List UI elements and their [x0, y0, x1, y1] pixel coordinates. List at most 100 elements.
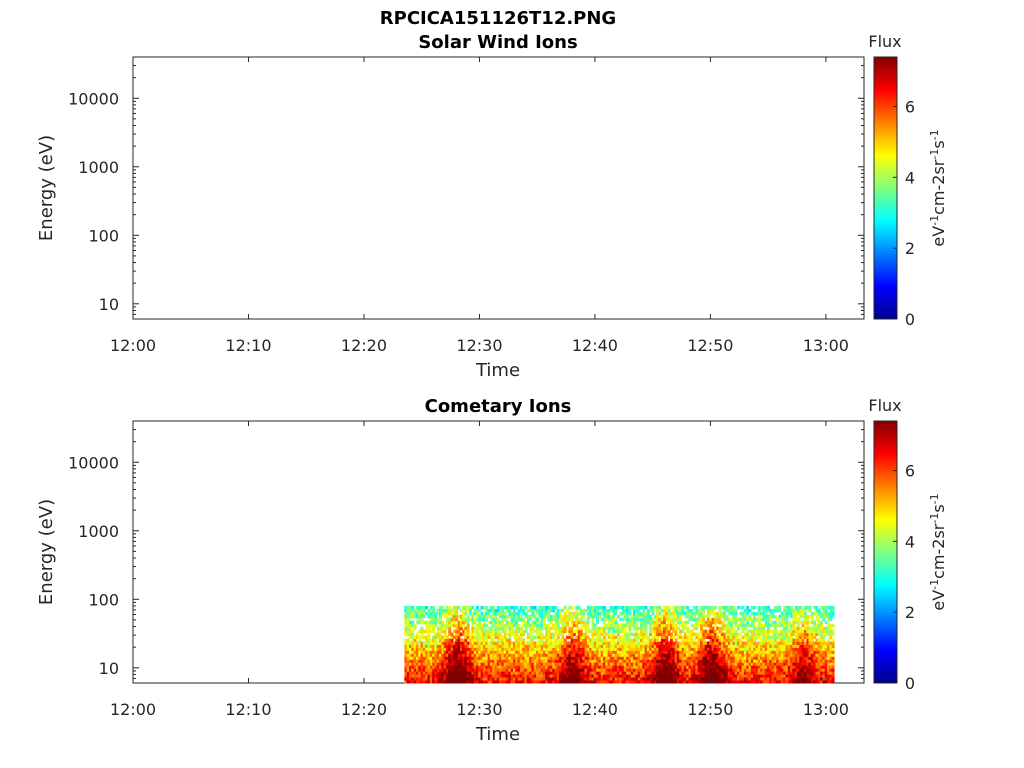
flux-cell [824, 641, 828, 645]
flux-cell [644, 665, 648, 669]
flux-cell [827, 629, 830, 634]
flux-cell [723, 620, 727, 625]
flux-cell [658, 611, 662, 616]
flux-cell [506, 614, 509, 619]
flux-cell [813, 650, 817, 654]
flux-cell [524, 668, 528, 672]
flux-cell [519, 677, 523, 681]
flux-cell [697, 677, 701, 681]
flux-cell [831, 629, 835, 634]
flux-cell [801, 680, 805, 684]
flux-cell [448, 662, 452, 666]
flux-cell [432, 614, 436, 619]
flux-cell [448, 626, 452, 631]
flux-cell [676, 647, 680, 651]
flux-cell [506, 680, 509, 684]
flux-cell [616, 650, 620, 654]
flux-cell [441, 665, 445, 669]
flux-cell [404, 632, 408, 637]
flux-cell [736, 617, 740, 622]
flux-cell [519, 671, 523, 675]
flux-cell [683, 620, 687, 625]
flux-cell [531, 620, 535, 625]
flux-cell [464, 641, 468, 645]
flux-cell [688, 632, 692, 637]
flux-cell [700, 641, 703, 645]
flux-cell [515, 680, 519, 684]
flux-cell [404, 674, 408, 678]
flux-cell [760, 626, 763, 631]
flux-cell [540, 608, 544, 613]
flux-cell [612, 638, 616, 642]
flux-cell [630, 617, 634, 622]
flux-cell [792, 623, 796, 628]
flux-cell [720, 659, 724, 663]
flux-cell [579, 659, 583, 663]
flux-cell [531, 650, 535, 654]
flux-cell [686, 605, 690, 610]
flux-cell [473, 620, 477, 625]
flux-cell [690, 608, 694, 613]
flux-cell [660, 635, 664, 640]
flux-cell [799, 626, 803, 631]
flux-cell [508, 680, 512, 684]
flux-cell [422, 644, 426, 648]
flux-cell [649, 650, 653, 654]
flux-cell [499, 647, 502, 651]
flux-cell [510, 632, 514, 637]
flux-cell [746, 674, 750, 678]
flux-cell [512, 665, 516, 669]
flux-cell [404, 653, 408, 657]
flux-cell [466, 674, 470, 678]
flux-cell [787, 671, 791, 675]
flux-cell [672, 656, 676, 660]
flux-cell [600, 674, 604, 678]
flux-cell [676, 641, 680, 645]
flux-cell [413, 677, 417, 681]
flux-cell [591, 644, 595, 648]
flux-cell [478, 635, 482, 640]
flux-cell [628, 656, 632, 660]
flux-cell [455, 629, 459, 634]
flux-cell [457, 629, 461, 634]
flux-cell [409, 620, 412, 625]
flux-cell [727, 650, 731, 654]
flux-cell [409, 671, 412, 675]
flux-cell [429, 608, 433, 613]
flux-cell [510, 662, 514, 666]
flux-cell [746, 632, 750, 637]
flux-cell [603, 671, 606, 675]
flux-cell [658, 650, 662, 654]
flux-cell [644, 611, 648, 616]
flux-cell [693, 656, 696, 660]
flux-cell [727, 638, 731, 642]
flux-cell [801, 647, 805, 651]
flux-cell [409, 623, 412, 628]
flux-cell [575, 629, 579, 634]
flux-cell [413, 641, 417, 645]
flux-cell [649, 629, 653, 634]
flux-cell [561, 662, 565, 666]
flux-cell [605, 668, 609, 672]
flux-cell [771, 665, 775, 669]
flux-cell [817, 638, 821, 642]
flux-cell [681, 680, 685, 684]
flux-cell [596, 632, 599, 637]
flux-cell [566, 641, 569, 645]
flux-cell [549, 665, 553, 669]
flux-cell [750, 605, 754, 610]
flux-cell [626, 623, 630, 628]
flux-cell [815, 641, 819, 645]
flux-cell [519, 614, 523, 619]
flux-cell [797, 623, 800, 628]
flux-cell [492, 680, 496, 684]
flux-cell [582, 611, 586, 616]
flux-cell [501, 638, 505, 642]
flux-cell [628, 605, 632, 610]
flux-cell [764, 629, 768, 634]
flux-cell [422, 653, 426, 657]
flux-cell [586, 674, 590, 678]
flux-cell [492, 671, 496, 675]
plot-area [132, 56, 865, 320]
flux-cell [540, 668, 544, 672]
